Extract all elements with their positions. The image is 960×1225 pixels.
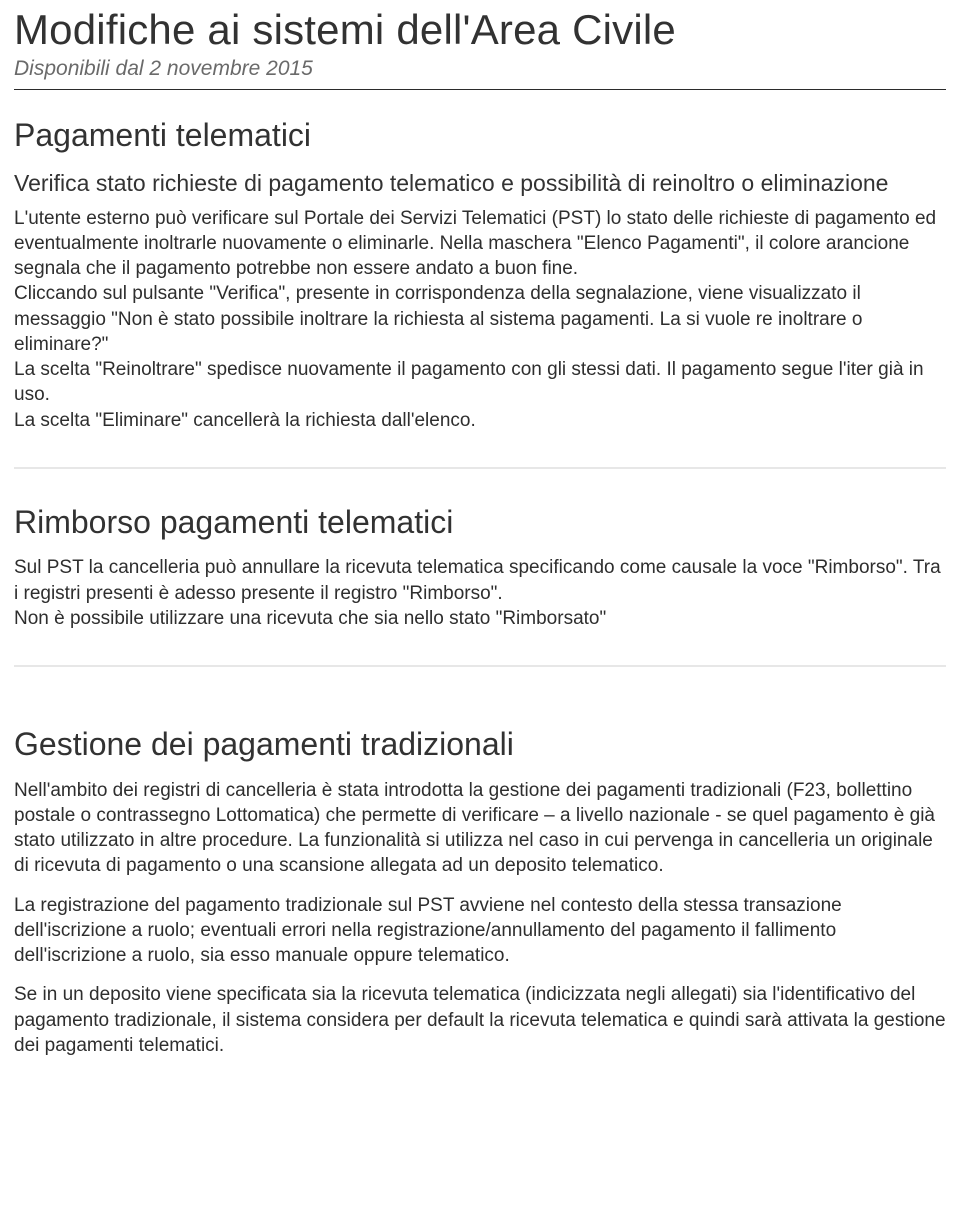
- paragraph: Nell'ambito dei registri di cancelleria …: [14, 778, 946, 879]
- header-divider: [14, 89, 946, 90]
- paragraph: La scelta "Reinoltrare" spedisce nuovame…: [14, 357, 946, 408]
- paragraph: La scelta "Eliminare" cancellerà la rich…: [14, 408, 946, 433]
- paragraph: La registrazione del pagamento tradizion…: [14, 893, 946, 969]
- paragraph: Se in un deposito viene specificata sia …: [14, 982, 946, 1058]
- paragraph: Sul PST la cancelleria può annullare la …: [14, 555, 946, 606]
- section-heading-pagamenti-telematici: Pagamenti telematici: [14, 116, 946, 154]
- page-title: Modifiche ai sistemi dell'Area Civile: [14, 6, 946, 54]
- page-subtitle: Disponibili dal 2 novembre 2015: [14, 56, 946, 81]
- paragraph: Cliccando sul pulsante "Verifica", prese…: [14, 281, 946, 357]
- subsection-heading-verifica: Verifica stato richieste di pagamento te…: [14, 169, 946, 198]
- section-divider: [14, 467, 946, 469]
- paragraph: Non è possibile utilizzare una ricevuta …: [14, 606, 946, 631]
- section-heading-gestione: Gestione dei pagamenti tradizionali: [14, 725, 946, 763]
- paragraph: L'utente esterno può verificare sul Port…: [14, 206, 946, 282]
- section-divider: [14, 665, 946, 667]
- section-heading-rimborso: Rimborso pagamenti telematici: [14, 503, 946, 541]
